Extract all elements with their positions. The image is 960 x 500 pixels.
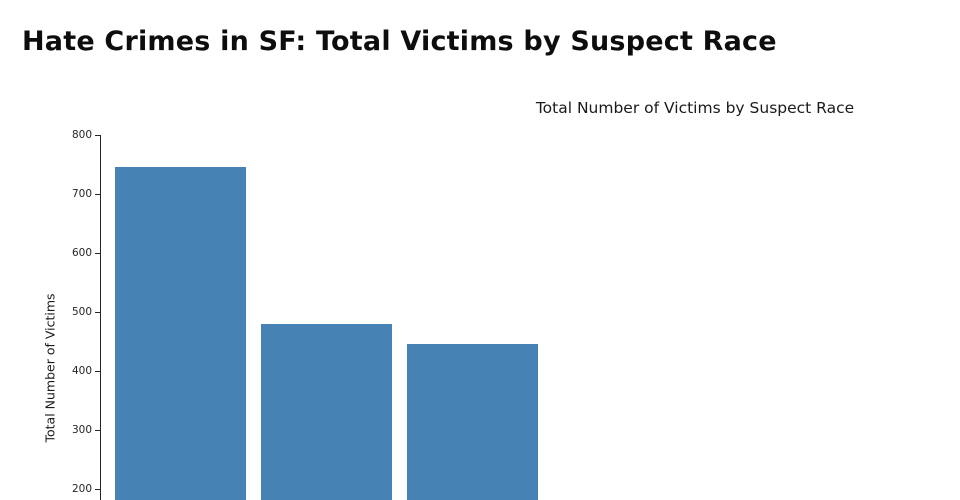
- y-tick-mark: [95, 312, 100, 313]
- y-tick-label: 200: [71, 483, 92, 495]
- y-axis-label: Total Number of Victims: [42, 293, 58, 443]
- y-tick-mark: [95, 253, 100, 254]
- y-axis-line: [100, 135, 101, 500]
- y-tick-label: 800: [71, 129, 92, 141]
- y-tick-mark: [95, 430, 100, 431]
- y-tick-mark: [95, 371, 100, 372]
- y-tick-mark: [95, 194, 100, 195]
- bar-1: [261, 323, 392, 500]
- bar-0: [115, 167, 246, 500]
- y-tick-label: 700: [71, 188, 92, 200]
- y-tick-mark: [95, 135, 100, 136]
- y-tick-label: 300: [71, 424, 92, 436]
- bar-2: [407, 344, 538, 500]
- chart-title: Total Number of Victims by Suspect Race: [535, 99, 855, 117]
- y-tick-label: 500: [71, 306, 92, 318]
- y-tick-mark: [95, 489, 100, 490]
- page-title: Hate Crimes in SF: Total Victims by Susp…: [22, 26, 777, 57]
- y-tick-label: 600: [71, 247, 92, 259]
- y-tick-label: 400: [71, 365, 92, 377]
